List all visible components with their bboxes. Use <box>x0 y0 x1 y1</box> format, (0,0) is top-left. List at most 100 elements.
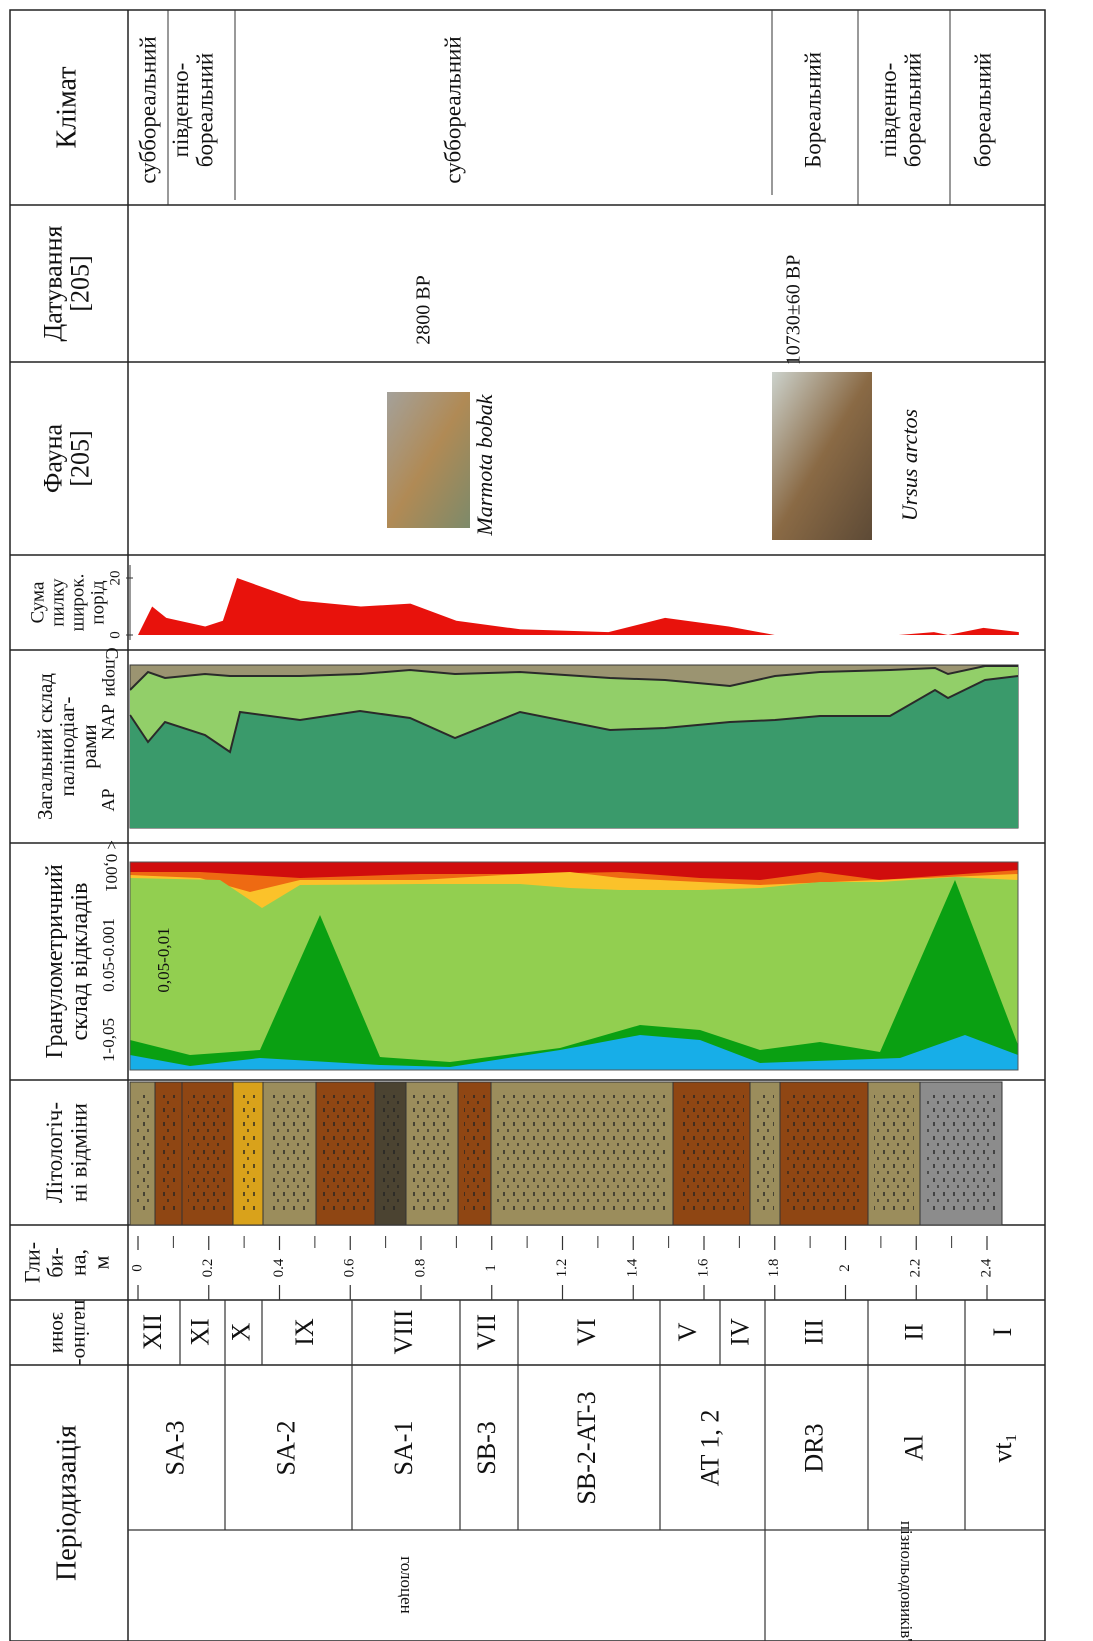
palynozone-label: IV <box>725 1318 754 1346</box>
depth-label: 1.6 <box>695 1258 711 1277</box>
row-header: склад відкладів <box>67 883 93 1041</box>
pollen-tick-label: 0 <box>107 631 123 639</box>
photo-bear <box>772 372 872 540</box>
lithology-texture <box>412 1095 452 1210</box>
depth-label: 0.4 <box>271 1258 287 1277</box>
depth-label: 0.8 <box>412 1259 428 1278</box>
period-label: DR3 <box>799 1423 828 1472</box>
pollen-group-label: AP <box>98 788 118 811</box>
period-label: vt₁ <box>988 1433 1017 1462</box>
epoch-label: голоцен <box>397 1556 416 1614</box>
lithology-texture <box>322 1095 369 1210</box>
climate-label: Бореальний <box>800 52 825 168</box>
grain-frame <box>129 861 1019 1071</box>
row-header: Літологіч- <box>42 1102 67 1203</box>
grain-group-label: 1-0,05 <box>99 1018 118 1062</box>
row-header: Гранулометричний <box>42 864 68 1059</box>
lithology-texture <box>464 1095 485 1210</box>
row-header: Сума <box>27 581 48 623</box>
grain-group-label: 0.05-0.001 <box>99 918 118 992</box>
climate-label: бореальний <box>192 53 217 168</box>
lithology-texture <box>239 1095 257 1210</box>
lithology-texture <box>269 1095 310 1210</box>
palynozone-label: XII <box>138 1314 167 1350</box>
depth-label: 2.4 <box>978 1258 994 1277</box>
row-header: Загальний склад <box>33 673 57 820</box>
sand-fine-area <box>130 880 1018 1070</box>
ap-boundary <box>129 675 1019 754</box>
climate-label: південно- <box>876 63 901 158</box>
outer-frame <box>9 9 1046 1641</box>
depth-label: 2 <box>837 1264 853 1272</box>
row-header: Гли- <box>19 1242 44 1283</box>
depth-label: 1.2 <box>554 1259 570 1278</box>
nap-boundary <box>129 665 1018 691</box>
period-label: SB-3 <box>472 1421 501 1474</box>
depth-label: 2.2 <box>908 1259 924 1278</box>
pollen-group-label: NAP <box>98 704 118 740</box>
row-header: [205] <box>66 430 95 486</box>
row-header: м <box>89 1255 114 1269</box>
climate-label: бореальний <box>970 53 995 168</box>
depth-label: 0.6 <box>342 1258 358 1277</box>
row-header: широк. <box>67 574 88 632</box>
row-header: Клімат <box>51 67 82 149</box>
palynozone-label: XI <box>185 1318 214 1345</box>
palynozone-label: VII <box>472 1314 501 1350</box>
grain-group-label: < 0,001 <box>102 840 121 892</box>
palynozone-label: VI <box>572 1318 601 1345</box>
period-label: SA-2 <box>271 1421 300 1476</box>
palynozone-label: III <box>799 1319 828 1345</box>
period-label: SA-1 <box>389 1421 418 1476</box>
palynozone-label: V <box>673 1322 702 1341</box>
lithology-texture <box>161 1095 176 1210</box>
lithology-texture <box>497 1095 667 1210</box>
pollen-sum-area <box>138 578 1019 635</box>
climate-label: південно- <box>168 63 193 158</box>
lithology-texture <box>756 1095 774 1210</box>
lithology-texture <box>679 1095 744 1210</box>
lithology-texture <box>786 1095 862 1210</box>
lithology-texture <box>136 1095 149 1210</box>
period-label: SA-3 <box>160 1421 189 1476</box>
dating-label: 10730±60 BP <box>783 255 805 365</box>
lithology-texture <box>381 1095 400 1210</box>
grain-inline-label: 0,05-0,01 <box>154 927 173 992</box>
row-header: паліно- <box>70 1300 94 1366</box>
depth-label: 1.8 <box>766 1259 782 1278</box>
pollen-tick-label: 20 <box>107 571 123 586</box>
depth-label: 1.4 <box>625 1258 641 1277</box>
palynozone-label: I <box>988 1328 1017 1337</box>
palynozone-label: IX <box>290 1318 319 1346</box>
species-label: Marmota bobak <box>472 393 497 536</box>
period-label: Al <box>899 1435 928 1461</box>
period-label: AT 1, 2 <box>695 1410 724 1487</box>
sand-area <box>130 1035 1018 1070</box>
dating-label: 2800 BP <box>413 275 435 344</box>
row-header: порід <box>87 580 108 624</box>
epoch-label: пізнольодовиків'я <box>897 1521 916 1641</box>
row-header: [205] <box>66 255 95 311</box>
climate-label: суббореальний <box>135 36 160 183</box>
row-header: на, <box>66 1249 91 1276</box>
row-header: Фауна <box>38 423 67 493</box>
row-header: Датування <box>38 226 67 342</box>
depth-label: 0.2 <box>200 1259 216 1278</box>
ap-area <box>130 676 1018 828</box>
palynozone-label: II <box>899 1323 928 1340</box>
row-header: ні відміни <box>66 1103 91 1202</box>
depth-label: 0 <box>129 1264 145 1272</box>
pollen-group-label: Спори <box>102 647 122 697</box>
climate-label: суббореальний <box>440 36 465 183</box>
photo-marmot <box>387 392 470 528</box>
lithology-texture <box>874 1095 914 1210</box>
lithology-texture <box>188 1095 227 1210</box>
species-label: Ursus arctos <box>897 409 922 521</box>
row-header: зони <box>48 1312 72 1353</box>
depth-label: 1 <box>483 1264 499 1272</box>
period-label: SB-2-AT-3 <box>572 1391 601 1504</box>
lithology-texture <box>926 1095 996 1210</box>
palynozone-label: VIII <box>389 1310 418 1355</box>
row-header: рами <box>77 724 101 768</box>
